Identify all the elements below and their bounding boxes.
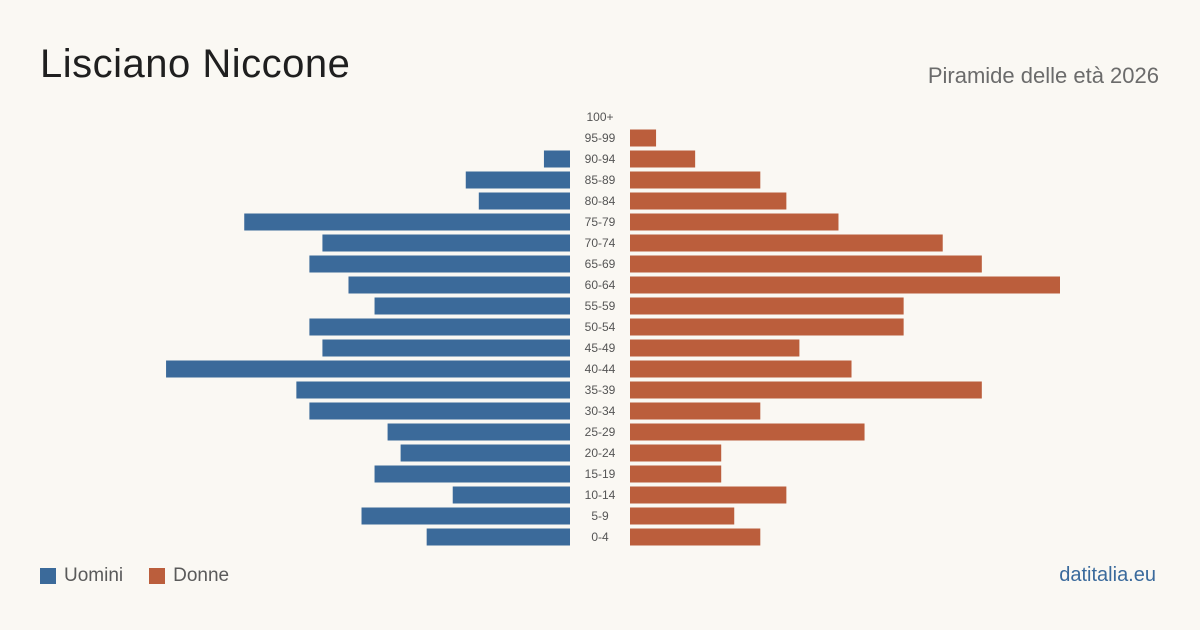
age-label-45-49: 45-49 bbox=[585, 341, 616, 355]
bar-men-5-9 bbox=[361, 507, 570, 525]
legend: Uomini Donne bbox=[40, 565, 255, 587]
bar-women-30-34 bbox=[630, 402, 761, 420]
bar-men-90-94 bbox=[543, 150, 570, 168]
age-label-100+: 100+ bbox=[586, 110, 613, 124]
bar-men-85-89 bbox=[465, 171, 570, 189]
age-label-10-14: 10-14 bbox=[585, 488, 616, 502]
bar-women-25-29 bbox=[630, 423, 865, 441]
bar-women-35-39 bbox=[630, 381, 982, 399]
bar-women-0-4 bbox=[630, 528, 761, 546]
legend-label-women: Donne bbox=[173, 565, 230, 586]
age-label-85-89: 85-89 bbox=[585, 173, 616, 187]
legend-swatch-men bbox=[40, 568, 56, 584]
bar-women-70-74 bbox=[630, 234, 943, 252]
bar-women-85-89 bbox=[630, 171, 761, 189]
source-link[interactable]: datitalia.eu bbox=[1059, 564, 1156, 586]
bar-men-20-24 bbox=[400, 444, 570, 462]
bar-men-55-59 bbox=[374, 297, 570, 315]
bar-men-40-44 bbox=[166, 360, 570, 378]
bar-women-90-94 bbox=[630, 150, 696, 168]
bar-men-80-84 bbox=[478, 192, 570, 210]
age-label-25-29: 25-29 bbox=[585, 425, 616, 439]
age-label-15-19: 15-19 bbox=[585, 467, 616, 481]
page-title: Lisciano Niccone bbox=[40, 42, 351, 86]
bar-men-10-14 bbox=[452, 486, 570, 504]
bar-women-5-9 bbox=[630, 507, 735, 525]
age-label-75-79: 75-79 bbox=[585, 215, 616, 229]
legend-item-men: Uomini bbox=[40, 565, 123, 587]
age-label-70-74: 70-74 bbox=[585, 236, 616, 250]
chart-subtitle: Piramide delle età 2026 bbox=[927, 63, 1159, 88]
bar-men-45-49 bbox=[322, 339, 570, 357]
bar-men-35-39 bbox=[296, 381, 570, 399]
bar-men-15-19 bbox=[374, 465, 570, 483]
bar-men-30-34 bbox=[309, 402, 570, 420]
bar-women-10-14 bbox=[630, 486, 787, 504]
bar-men-70-74 bbox=[322, 234, 570, 252]
bar-women-80-84 bbox=[630, 192, 787, 210]
bar-men-65-69 bbox=[309, 255, 570, 273]
age-label-80-84: 80-84 bbox=[585, 194, 616, 208]
legend-swatch-women bbox=[149, 568, 166, 584]
bar-men-75-79 bbox=[244, 213, 570, 231]
bar-women-45-49 bbox=[630, 339, 800, 357]
bar-women-55-59 bbox=[630, 297, 904, 315]
bar-women-75-79 bbox=[630, 213, 839, 231]
age-label-95-99: 95-99 bbox=[585, 131, 616, 145]
bar-men-0-4 bbox=[426, 528, 570, 546]
bar-men-50-54 bbox=[309, 318, 570, 336]
legend-item-women: Donne bbox=[149, 565, 229, 587]
age-label-55-59: 55-59 bbox=[585, 299, 616, 313]
age-label-60-64: 60-64 bbox=[585, 278, 616, 292]
age-label-40-44: 40-44 bbox=[585, 362, 616, 376]
age-label-35-39: 35-39 bbox=[585, 383, 616, 397]
age-label-50-54: 50-54 bbox=[585, 320, 616, 334]
age-label-5-9: 5-9 bbox=[591, 509, 609, 523]
bar-women-15-19 bbox=[630, 465, 722, 483]
age-label-30-34: 30-34 bbox=[585, 404, 616, 418]
age-label-0-4: 0-4 bbox=[591, 530, 609, 544]
bar-men-25-29 bbox=[387, 423, 570, 441]
bar-men-60-64 bbox=[348, 276, 570, 294]
age-label-20-24: 20-24 bbox=[585, 446, 616, 460]
bar-women-60-64 bbox=[630, 276, 1060, 294]
bar-women-95-99 bbox=[630, 129, 657, 147]
age-label-65-69: 65-69 bbox=[585, 257, 616, 271]
bar-women-20-24 bbox=[630, 444, 722, 462]
age-label-90-94: 90-94 bbox=[585, 152, 616, 166]
bar-women-50-54 bbox=[630, 318, 904, 336]
bar-women-65-69 bbox=[630, 255, 982, 273]
legend-label-men: Uomini bbox=[64, 565, 124, 586]
bar-women-40-44 bbox=[630, 360, 852, 378]
